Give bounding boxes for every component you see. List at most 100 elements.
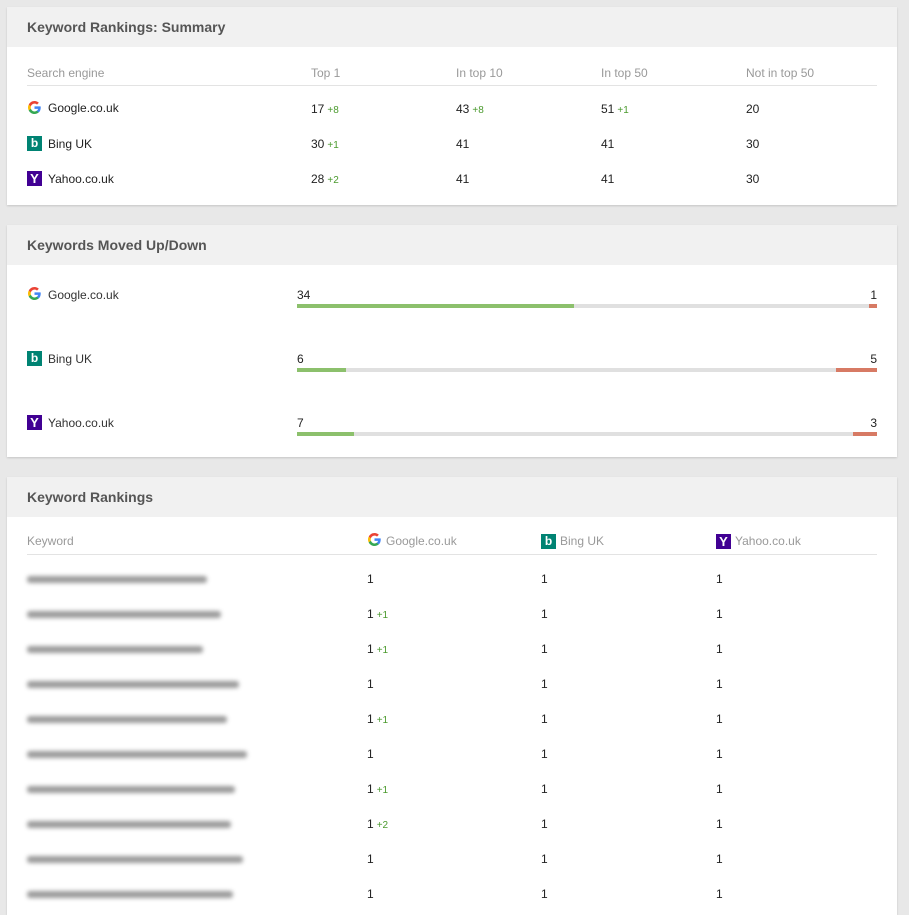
google-rank: 1 xyxy=(367,606,374,621)
value-top1: 17 xyxy=(311,101,325,116)
header-bing[interactable]: b Bing UK xyxy=(541,517,716,555)
yahoo-rank: 1 xyxy=(716,641,723,656)
summary-table: Search engine Top 1 In top 10 In top 50 … xyxy=(27,47,877,196)
blurred-keyword xyxy=(27,820,231,828)
google-icon xyxy=(367,533,382,548)
google-delta: +1 xyxy=(376,784,389,796)
engine-label: Google.co.uk xyxy=(48,287,119,302)
google-rank: 1 xyxy=(367,571,374,586)
value-top10: 41 xyxy=(456,171,470,186)
value-top10: 43 xyxy=(456,101,470,116)
table-row: 1 +1 1 1 xyxy=(27,771,877,806)
moved-down-count: 5 xyxy=(870,352,877,366)
bing-rank: 1 xyxy=(541,886,548,901)
blurred-keyword xyxy=(27,715,227,723)
moved-up-bar xyxy=(297,368,346,372)
keyword-cell[interactable] xyxy=(27,736,367,771)
yahoo-icon: Y xyxy=(27,171,42,186)
google-rank: 1 xyxy=(367,746,374,761)
moved-row-google: Google.co.uk 34 1 xyxy=(27,265,877,308)
table-row: 1 +1 1 1 xyxy=(27,596,877,631)
bing-icon: b xyxy=(27,136,42,151)
summary-card: Keyword Rankings: Summary Search engine … xyxy=(7,7,897,205)
table-row: 1 1 1 xyxy=(27,736,877,771)
keyword-cell[interactable] xyxy=(27,876,367,911)
keyword-cell[interactable] xyxy=(27,806,367,841)
header-top10: In top 10 xyxy=(456,47,601,86)
google-delta: +1 xyxy=(376,609,389,621)
header-label: Google.co.uk xyxy=(386,533,457,548)
value-not-top50: 30 xyxy=(746,171,760,186)
table-row: 1 1 1 xyxy=(27,841,877,876)
yahoo-rank: 1 xyxy=(716,711,723,726)
summary-row-yahoo: Y Yahoo.co.uk 28 +2 41 41 30 xyxy=(27,161,877,196)
table-row: 1 1 1 xyxy=(27,876,877,911)
bing-rank: 1 xyxy=(541,676,548,691)
yahoo-rank: 1 xyxy=(716,816,723,831)
google-rank: 1 xyxy=(367,641,374,656)
google-rank: 1 xyxy=(367,781,374,796)
moved-bar xyxy=(297,432,877,436)
blurred-keyword xyxy=(27,750,247,758)
bing-rank: 1 xyxy=(541,746,548,761)
delta-top1: +1 xyxy=(327,139,339,151)
moved-down-bar xyxy=(852,432,877,436)
header-keyword[interactable]: Keyword xyxy=(27,517,367,555)
moved-up-count: 7 xyxy=(297,416,304,430)
keyword-cell[interactable] xyxy=(27,701,367,736)
blurred-keyword xyxy=(27,855,243,863)
blurred-keyword xyxy=(27,610,221,618)
summary-row-bing: b Bing UK 30 +1 41 41 30 xyxy=(27,126,877,161)
engine-label: Bing UK xyxy=(48,136,93,151)
yahoo-rank: 1 xyxy=(716,886,723,901)
summary-title: Keyword Rankings: Summary xyxy=(7,7,897,47)
moved-card: Keywords Moved Up/Down Google.co.uk 34 1… xyxy=(7,225,897,457)
keyword-cell[interactable] xyxy=(27,841,367,876)
summary-row-google: Google.co.uk 17 +8 43 +8 51 +1 20 xyxy=(27,85,877,126)
moved-row-bing: b Bing UK 6 5 xyxy=(27,329,877,372)
yahoo-rank: 1 xyxy=(716,571,723,586)
google-rank: 1 xyxy=(367,676,374,691)
value-top50: 41 xyxy=(601,136,615,151)
google-rank: 1 xyxy=(367,851,374,866)
blurred-keyword xyxy=(27,575,207,583)
yahoo-rank: 1 xyxy=(716,676,723,691)
keyword-cell[interactable] xyxy=(27,631,367,666)
value-top1: 30 xyxy=(311,136,325,151)
bing-rank: 1 xyxy=(541,711,548,726)
google-rank: 1 xyxy=(367,711,374,726)
engine-label: Google.co.uk xyxy=(48,101,119,116)
keyword-cell[interactable] xyxy=(27,771,367,806)
header-search-engine: Search engine xyxy=(27,47,311,86)
blurred-keyword xyxy=(27,890,233,898)
bing-rank: 1 xyxy=(541,606,548,621)
bing-rank: 1 xyxy=(541,816,548,831)
moved-up-count: 34 xyxy=(297,288,311,302)
yahoo-rank: 1 xyxy=(716,781,723,796)
table-row: 1 +2 1 1 xyxy=(27,806,877,841)
blurred-keyword xyxy=(27,785,235,793)
engine-label: Bing UK xyxy=(48,351,93,366)
header-top1: Top 1 xyxy=(311,47,456,86)
moved-down-count: 3 xyxy=(870,416,877,430)
delta-top50: +1 xyxy=(617,104,629,116)
google-icon xyxy=(27,287,42,302)
header-label: Yahoo.co.uk xyxy=(735,534,801,549)
delta-top1: +2 xyxy=(327,174,339,186)
moved-up-bar xyxy=(297,432,354,436)
header-yahoo[interactable]: Y Yahoo.co.uk xyxy=(716,517,877,555)
delta-top10: +8 xyxy=(472,104,484,116)
google-delta: +2 xyxy=(376,819,389,831)
header-google[interactable]: Google.co.uk xyxy=(367,517,541,555)
moved-bar xyxy=(297,368,877,372)
keyword-cell[interactable] xyxy=(27,554,367,596)
blurred-keyword xyxy=(27,680,239,688)
bing-rank: 1 xyxy=(541,641,548,656)
yahoo-rank: 1 xyxy=(716,606,723,621)
delta-top1: +8 xyxy=(327,104,339,116)
yahoo-rank: 1 xyxy=(716,746,723,761)
bing-icon: b xyxy=(541,533,556,549)
keyword-cell[interactable] xyxy=(27,666,367,701)
keyword-cell[interactable] xyxy=(27,596,367,631)
value-top1: 28 xyxy=(311,171,325,186)
